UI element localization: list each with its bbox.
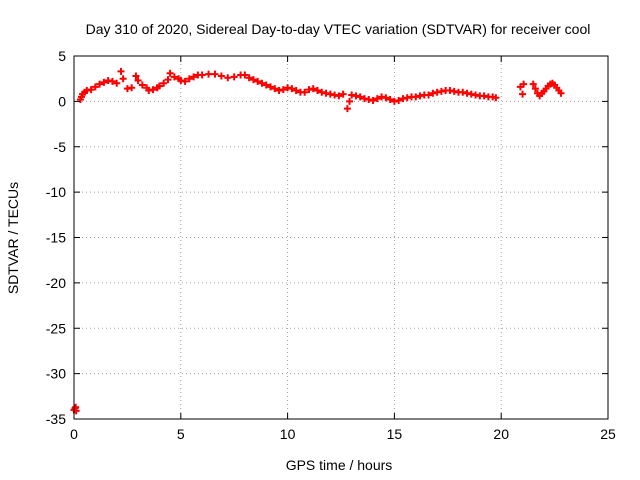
data-point (96, 80, 104, 88)
data-point (113, 79, 121, 87)
data-point (557, 89, 565, 97)
data-point (254, 77, 262, 85)
data-point (128, 84, 136, 92)
y-axis-label: SDTVAR / TECUs (5, 182, 21, 294)
data-point (520, 80, 528, 88)
data-point (249, 76, 257, 84)
data-point (531, 85, 539, 93)
data-point (119, 75, 127, 83)
data-point (230, 73, 238, 81)
data-point (346, 97, 354, 105)
data-point (198, 71, 206, 79)
data-point (271, 85, 279, 93)
y-tick-label: -10 (46, 184, 66, 200)
data-point (395, 96, 403, 104)
y-tick-label: -5 (54, 139, 67, 155)
data-point (87, 86, 95, 94)
data-point (160, 79, 168, 87)
data-point (258, 79, 266, 87)
data-point (108, 77, 116, 85)
grid-lines (74, 56, 608, 419)
data-point (241, 71, 249, 79)
data-point (149, 86, 157, 94)
data-point (492, 94, 500, 102)
data-point (519, 90, 527, 98)
y-tick-label: 0 (58, 93, 66, 109)
y-tick-label: -15 (46, 230, 66, 246)
data-point (224, 74, 232, 82)
data-point (529, 80, 537, 88)
data-point (262, 81, 270, 89)
data-point (164, 76, 172, 84)
data-point (335, 92, 343, 100)
data-point (166, 69, 174, 77)
data-point (100, 78, 108, 86)
data-point (155, 82, 163, 90)
data-point (181, 77, 189, 85)
data-point (72, 403, 80, 411)
x-tick-label: 20 (493, 426, 509, 442)
data-point (343, 105, 351, 113)
y-tick-label: -25 (46, 320, 66, 336)
data-point (91, 83, 99, 91)
x-tick-label: 0 (70, 426, 78, 442)
data-point (138, 81, 146, 89)
data-point (339, 90, 347, 98)
data-point (288, 85, 296, 93)
data-point (292, 86, 300, 94)
data-point (301, 88, 309, 96)
chart-title: Day 310 of 2020, Sidereal Day-to-day VTE… (86, 21, 591, 37)
y-tick-label: 5 (58, 48, 66, 64)
data-point (170, 73, 178, 81)
data-point (373, 95, 381, 103)
data-point (369, 96, 377, 104)
x-axis-label: GPS time / hours (286, 457, 393, 473)
data-point (279, 86, 287, 94)
x-tick-label: 25 (600, 426, 616, 442)
data-point (190, 73, 198, 81)
data-point (205, 70, 213, 78)
y-tick-label: -20 (46, 275, 66, 291)
data-point (314, 86, 322, 94)
data-point (425, 91, 433, 99)
y-tick-label: -35 (46, 411, 66, 427)
data-point (386, 96, 394, 104)
data-point (356, 93, 364, 101)
data-point (132, 72, 140, 80)
data-point (309, 85, 317, 93)
y-tick-label: -30 (46, 366, 66, 382)
data-point (134, 77, 142, 85)
axis-ticks: 0 5 10 15 20 25 5 0 -5 -10 -15 -20 -25 -30 -35 (46, 48, 616, 442)
data-point (185, 75, 193, 83)
data-point (117, 67, 125, 75)
data-point (217, 72, 225, 80)
x-tick-label: 10 (280, 426, 296, 442)
data-point (382, 94, 390, 102)
x-tick-label: 5 (177, 426, 185, 442)
data-point (211, 70, 219, 78)
data-points (70, 67, 565, 415)
data-point (267, 83, 275, 91)
x-tick-label: 15 (387, 426, 403, 442)
data-point (245, 74, 253, 82)
